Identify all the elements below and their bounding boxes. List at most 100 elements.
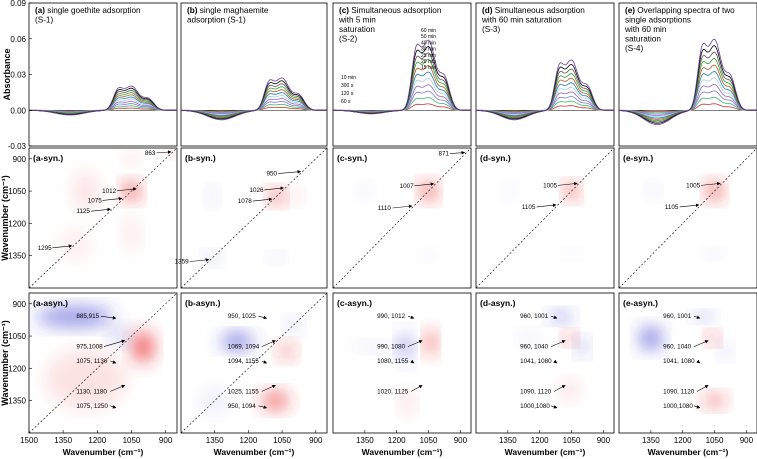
spectrum-curve <box>28 85 177 116</box>
peak-label: 1090, 1120 <box>663 388 695 395</box>
peak-label: 1075, 1250 <box>76 403 108 410</box>
x-tick-label: 1200 <box>531 436 549 445</box>
sync-map-b: (b-syn.) 950 1026 1078 1359 <box>175 147 328 289</box>
peak-arrow <box>261 384 276 392</box>
peak-label: 1094, 1155 <box>228 358 260 365</box>
panel-title-line: (S-1) <box>35 16 53 25</box>
spectrum-curve <box>475 59 614 121</box>
async-map-a: (a-asyn.) 885,915 975,1008 1075, 1130 1130, … <box>28 292 178 434</box>
panel-title-line: with 60 min <box>624 25 667 34</box>
x-axis-title: Wavenumber (cm⁻¹) <box>63 447 144 457</box>
peak-label: 960, 1001 <box>520 313 549 320</box>
map-contours <box>640 312 731 408</box>
legend-entry: 30 min <box>421 47 436 53</box>
peak-label: 1080, 1155 <box>377 358 409 365</box>
peak-label: 1130, 1180 <box>76 388 107 395</box>
y-tick-label: 1050 <box>8 187 26 196</box>
legend-entry: 60 min <box>421 28 436 34</box>
sync-map-d: (d-syn.) 1005 1105 <box>475 147 615 289</box>
y-tick-label: 0.09 <box>10 0 26 8</box>
peak-arrow <box>103 339 126 347</box>
sync-map-c: (c-syn.) 871 1007 1110 <box>332 147 472 289</box>
y-tick-label: 0.06 <box>10 35 26 44</box>
panel-frame <box>618 292 757 434</box>
x-axis-a: 1500 1350 1200 1050 900 Wavenumber (cm⁻¹) <box>20 430 173 457</box>
peak-label: 990, 1080 <box>377 344 406 351</box>
map-label: (c-syn.) <box>337 153 367 163</box>
peak-arrow <box>411 385 423 392</box>
peak-arrow <box>91 207 111 212</box>
contour-blob <box>35 307 114 327</box>
legend-entry: 40 min <box>421 40 436 46</box>
contour-blob <box>269 253 284 263</box>
spectrum-curve <box>180 77 327 121</box>
peak-arrow <box>696 359 701 364</box>
peak-label: 1078 <box>238 198 253 205</box>
map-background <box>476 293 614 433</box>
panel-frame <box>618 147 757 289</box>
peak-label: 885,915 <box>76 313 99 320</box>
panel-frame <box>28 147 178 289</box>
peak-label: 1025, 1155 <box>228 388 260 395</box>
peak-arrow <box>679 203 700 208</box>
panel-frame <box>332 147 472 289</box>
peak-annotations: 960, 1001 960, 1040 1041, 1080 1090, 1120 10… <box>520 313 566 410</box>
panel-title-line: (S-3) <box>482 25 500 34</box>
y-tick-label: 1200 <box>8 219 26 228</box>
panel-title-line: with 60 min saturation <box>481 16 562 25</box>
peak-arrow <box>110 405 117 409</box>
peak-arrow <box>252 197 273 202</box>
contour-blob <box>132 331 154 362</box>
panel-frame <box>180 147 328 289</box>
map-background <box>333 293 471 433</box>
map-label: (c-asyn.) <box>337 298 372 308</box>
peak-arrow <box>258 315 268 320</box>
peak-arrow <box>189 258 210 262</box>
peak-label: 1000,1080 <box>520 403 550 410</box>
peak-arrow <box>536 203 557 208</box>
peak-label: 1105 <box>665 204 679 211</box>
peak-arrow <box>110 360 117 364</box>
peak-annotations: 885,915 975,1008 1075, 1130 1130, 1180 1075,… <box>76 313 126 410</box>
legend-entry: 120 s <box>341 91 354 97</box>
sync-map-a: (a-syn.) 863 1012 1075 1125 1295 <box>28 147 178 289</box>
contour-blob <box>398 333 412 360</box>
panel-frame <box>475 292 615 434</box>
peak-annotations: 1005 1105 <box>522 181 578 211</box>
contour-blob <box>354 342 397 352</box>
x-tick-label: 1050 <box>563 436 581 445</box>
panel-title: (a) single goethite adsorption(S-1) <box>35 6 141 25</box>
contour-blob <box>124 214 139 254</box>
contour-blob <box>647 184 659 198</box>
peak-arrow <box>407 340 423 347</box>
x-tick-label: 900 <box>740 436 754 445</box>
peak-label: 1359 <box>175 259 190 266</box>
peak-arrow <box>261 360 268 364</box>
contour-blob <box>358 184 372 198</box>
diagonal-line <box>28 292 178 434</box>
y-tick-label: 1200 <box>8 364 26 373</box>
peak-label: 1295 <box>38 245 53 252</box>
contour-blob <box>719 344 731 358</box>
peak-label: 1020, 1125 <box>377 388 409 395</box>
peak-arrow <box>116 187 137 192</box>
panel-title-line: (b) single maghaemite <box>187 6 269 15</box>
contour-blob <box>551 311 571 323</box>
async-map-e: (e-asyn.) 960, 1001 960, 1040 1041, 1080 109… <box>618 292 757 434</box>
contour-blob <box>504 184 516 198</box>
panel-frame <box>28 2 178 147</box>
y-axis-title: Absorbance <box>2 48 12 100</box>
map-contours <box>201 318 301 412</box>
panel-title-line: (c) Simultaneous adsorption <box>339 6 442 15</box>
y-tick-label: 0.00 <box>10 106 26 115</box>
peak-arrow <box>697 385 709 392</box>
y-axis-title: Wavenumber (cm⁻¹) <box>0 320 10 405</box>
peak-arrow <box>450 150 466 155</box>
legend-entry: 50 min <box>421 34 436 40</box>
panel-frame <box>180 2 328 147</box>
